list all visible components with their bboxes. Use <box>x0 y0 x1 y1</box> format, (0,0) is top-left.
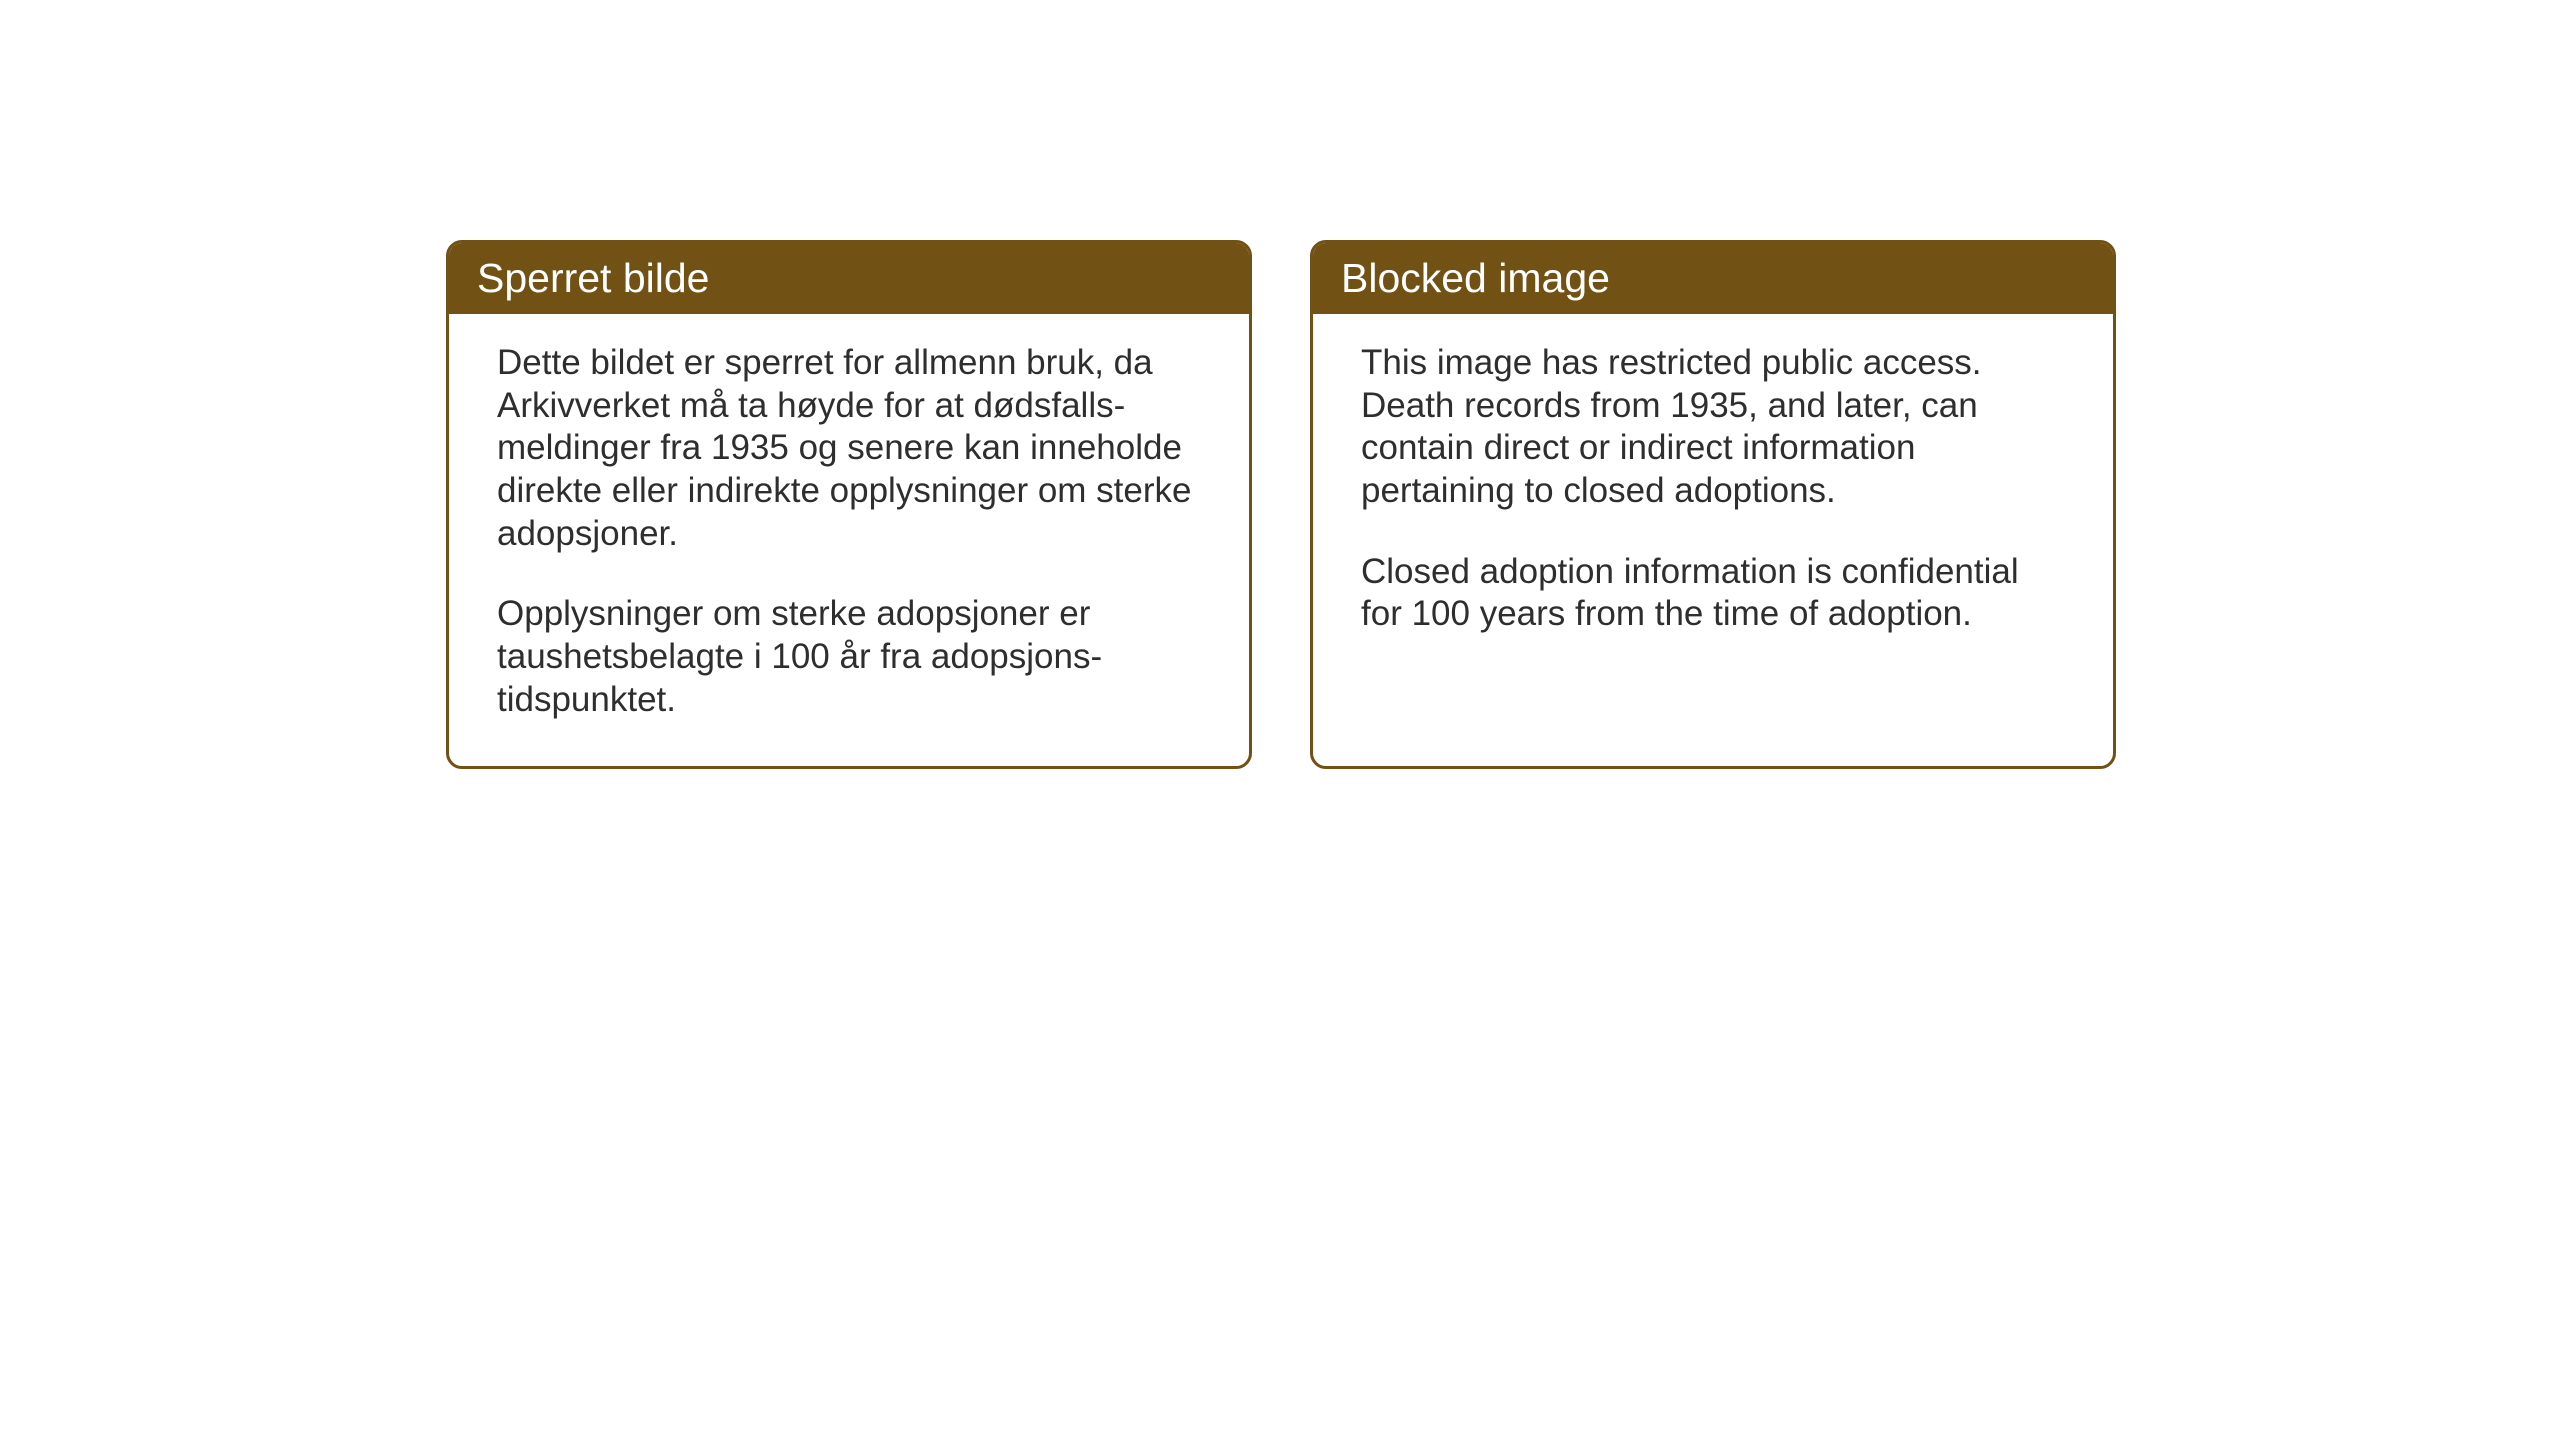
notice-container: Sperret bilde Dette bildet er sperret fo… <box>446 240 2116 769</box>
card-body: Dette bildet er sperret for allmenn bruk… <box>449 314 1249 766</box>
card-header: Sperret bilde <box>449 243 1249 314</box>
card-paragraph: This image has restricted public access.… <box>1361 342 2065 513</box>
card-paragraph: Dette bildet er sperret for allmenn bruk… <box>497 342 1201 555</box>
card-header: Blocked image <box>1313 243 2113 314</box>
notice-card-english: Blocked image This image has restricted … <box>1310 240 2116 769</box>
card-body: This image has restricted public access.… <box>1313 314 2113 736</box>
card-title: Sperret bilde <box>477 255 709 301</box>
card-paragraph: Closed adoption information is confident… <box>1361 551 2065 636</box>
notice-card-norwegian: Sperret bilde Dette bildet er sperret fo… <box>446 240 1252 769</box>
card-paragraph: Opplysninger om sterke adopsjoner er tau… <box>497 593 1201 721</box>
card-title: Blocked image <box>1341 255 1610 301</box>
